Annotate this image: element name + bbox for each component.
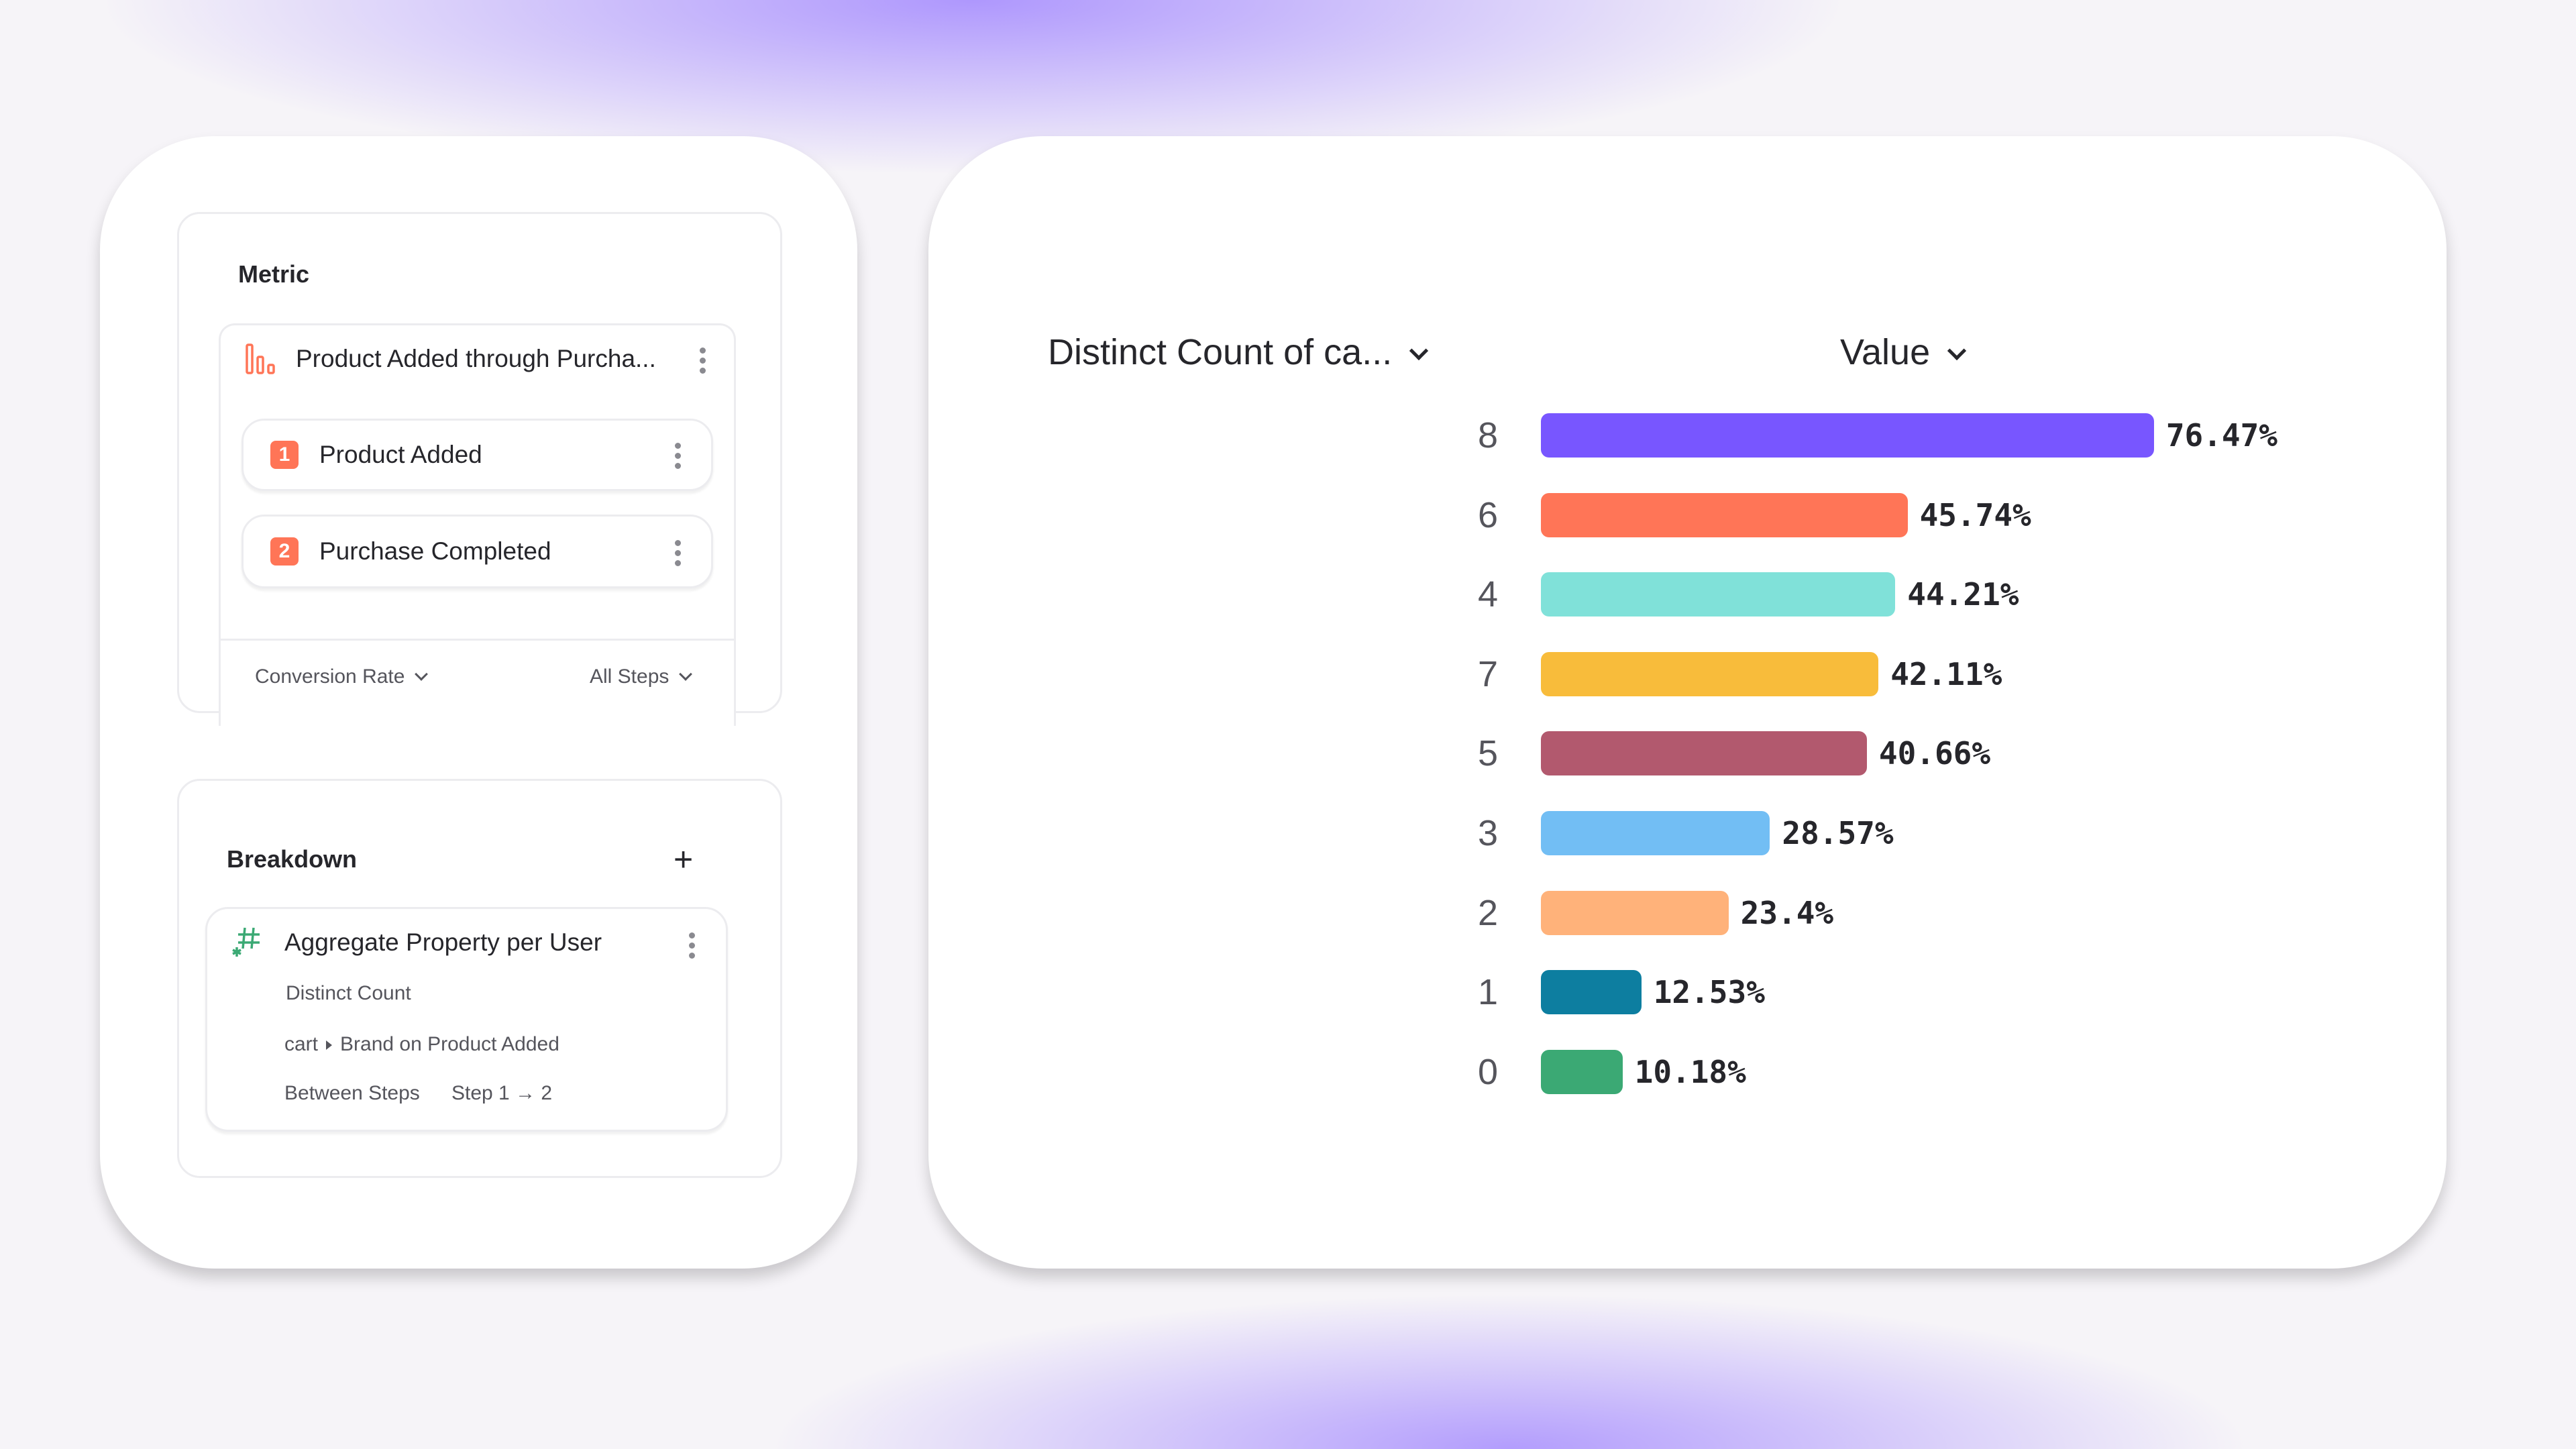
value-label: 28.57% — [1782, 815, 1894, 851]
category-header-dropdown[interactable]: Distinct Count of ca... — [1048, 331, 1429, 373]
category-header: Distinct Count of ca... — [1048, 332, 1393, 372]
metric-title[interactable]: Product Added through Purcha... — [296, 345, 656, 372]
chart-panel — [928, 136, 2447, 1269]
category-label: 2 — [1477, 892, 1498, 933]
bar-1[interactable] — [1541, 970, 1642, 1015]
bar-3[interactable] — [1541, 811, 1770, 855]
value-label: 42.11% — [1890, 655, 2002, 692]
value-label: 40.66% — [1878, 735, 1991, 772]
bar-0[interactable] — [1541, 1049, 1623, 1094]
value-label: 12.53% — [1653, 974, 1765, 1011]
funnel-chart-icon — [246, 343, 275, 374]
bar-4[interactable] — [1541, 572, 1896, 617]
step-scope-label: All Steps — [590, 665, 669, 688]
aggregation-label: Distinct Count — [286, 982, 411, 1004]
step-1-more-icon[interactable] — [675, 443, 682, 473]
metric-heading: Metric — [238, 260, 310, 288]
category-label: 0 — [1477, 1051, 1498, 1092]
chevron-down-icon — [1409, 341, 1429, 361]
scope-label: Between Steps — [284, 1082, 420, 1104]
value-label: 23.4% — [1740, 894, 1834, 931]
value-header-dropdown[interactable]: Value — [1840, 331, 1967, 373]
bar-6[interactable] — [1541, 492, 1908, 537]
numeric-property-icon — [232, 927, 260, 957]
step-2-badge: 2 — [270, 537, 299, 566]
property-parent: cart — [284, 1033, 319, 1055]
breakdown-heading: Breakdown — [227, 845, 358, 873]
value-label: 10.18% — [1634, 1053, 1746, 1090]
add-breakdown-plus-icon[interactable]: + — [674, 841, 694, 878]
category-label: 8 — [1477, 415, 1498, 455]
step-1-badge: 1 — [270, 441, 299, 469]
divider — [221, 639, 734, 641]
measure-label: Conversion Rate — [255, 665, 405, 688]
value-header: Value — [1840, 332, 1931, 372]
category-label: 6 — [1477, 494, 1498, 535]
category-label: 3 — [1477, 813, 1498, 853]
scope-value: Step 1 → 2 — [451, 1082, 553, 1104]
step-2-label: Purchase Completed — [319, 537, 551, 565]
bar-2[interactable] — [1541, 890, 1729, 935]
value-label: 76.47% — [2165, 417, 2277, 453]
chevron-down-icon — [679, 667, 693, 681]
breakdown-more-icon[interactable] — [689, 932, 696, 963]
category-label: 4 — [1477, 574, 1498, 615]
category-label: 5 — [1477, 733, 1498, 774]
step-1[interactable] — [241, 419, 713, 491]
step-2-more-icon[interactable] — [675, 540, 682, 570]
property-path: cart Brand on Product Added — [284, 1033, 559, 1056]
bar-7[interactable] — [1541, 651, 1879, 696]
property-name: Brand on Product Added — [340, 1033, 559, 1055]
value-label: 44.21% — [1907, 576, 2019, 613]
breakdown-card[interactable] — [205, 907, 728, 1132]
step-2[interactable] — [241, 515, 713, 588]
step-scope-dropdown[interactable]: All Steps — [590, 665, 693, 688]
chevron-down-icon — [415, 667, 429, 681]
category-label: 1 — [1477, 972, 1498, 1013]
caret-right-icon — [326, 1040, 333, 1051]
category-label: 7 — [1477, 653, 1498, 694]
value-label: 45.74% — [1919, 496, 2031, 533]
metric-more-icon[interactable] — [700, 347, 706, 378]
breakdown-title: Aggregate Property per User — [284, 928, 602, 956]
step-1-label: Product Added — [319, 441, 482, 468]
chevron-down-icon — [1947, 341, 1967, 361]
bar-5[interactable] — [1541, 731, 1867, 776]
measure-dropdown[interactable]: Conversion Rate — [255, 665, 429, 688]
bar-8[interactable] — [1541, 413, 2154, 458]
